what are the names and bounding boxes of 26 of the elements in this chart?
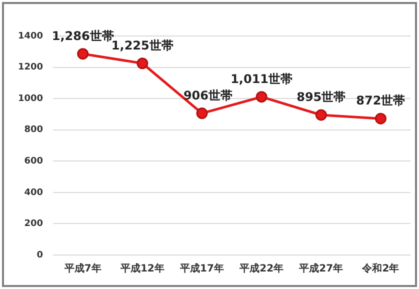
y-tick-label: 1200 (18, 62, 44, 73)
y-tick-label: 0 (36, 250, 44, 260)
y-tick-label: 1400 (18, 31, 44, 42)
data-label: 895世帯 (296, 90, 346, 104)
point (196, 108, 208, 120)
data-label: 1,286世帯 (52, 28, 114, 43)
point (77, 48, 89, 60)
x-tick-label: 平成17年 (179, 262, 224, 275)
x-tick-label: 令和2年 (361, 262, 400, 275)
x-tick-label: 平成22年 (238, 262, 284, 275)
x-tick-label: 平成12年 (119, 262, 164, 275)
y-tick-label: 400 (24, 188, 44, 198)
x-tick-label: 平成27年 (298, 262, 344, 275)
point (256, 91, 268, 103)
x-tick-label: 平成7年 (63, 262, 102, 275)
y-tick-label: 1000 (18, 94, 44, 104)
point (136, 58, 148, 70)
data-label: 1,011世帯 (230, 72, 293, 86)
y-tick-label: 800 (24, 125, 44, 136)
data-label: 1,225世帯 (111, 38, 174, 52)
data-label: 872世帯 (356, 94, 406, 108)
data-label: 906世帯 (183, 88, 233, 102)
y-tick-label: 200 (24, 219, 44, 230)
y-tick-label: 600 (24, 156, 44, 166)
point (374, 112, 386, 124)
point (315, 109, 327, 121)
